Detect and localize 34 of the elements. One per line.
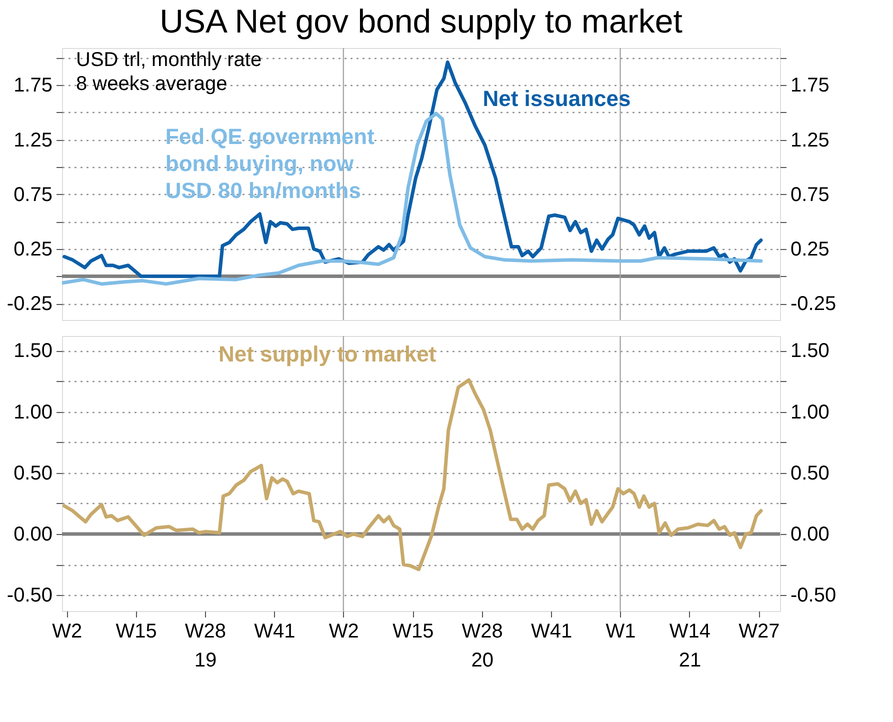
y2-tick-label: -0.50 — [790, 584, 836, 607]
y-tick-label: 1.50 — [14, 340, 52, 362]
chart-title: USA Net gov bond supply to market — [160, 2, 682, 40]
annotation: USD trl, monthly rate 8 weeks average — [76, 49, 262, 95]
x-tick-label: W2 — [52, 620, 82, 642]
x-tick-label: W14 21 — [669, 620, 711, 672]
y-tick-label: 0.25 — [14, 238, 52, 260]
x-tick-label: W28 20 — [462, 620, 503, 672]
x-tick-label: W15 — [116, 620, 157, 642]
x-tick-label: W15 — [392, 620, 434, 642]
y2-tick-label: -0.25 — [790, 293, 836, 316]
y-tick-label: -0.25 — [6, 293, 52, 316]
y2-tick-label: 1.75 — [790, 74, 830, 97]
y2-tick-label: 0.00 — [790, 524, 830, 546]
series-label: Net issuances — [482, 86, 631, 111]
x-tick-label: W28 19 — [184, 620, 226, 672]
y-tick-label: 1.00 — [14, 401, 52, 424]
x-tick-label: W41 — [254, 620, 296, 642]
y-tick-label: -0.50 — [6, 584, 52, 607]
x-tick-label: W27 — [738, 620, 780, 642]
y-tick-label: 0.50 — [14, 462, 52, 484]
y2-tick-label: 1.00 — [790, 401, 830, 424]
y-tick-label: 0.00 — [14, 524, 52, 546]
x-tick-label: W41 — [531, 620, 572, 642]
y2-tick-label: 1.50 — [790, 340, 830, 362]
y2-tick-label: 0.75 — [790, 184, 830, 206]
y2-tick-label: 0.50 — [790, 462, 830, 484]
y-tick-label: 1.25 — [14, 129, 52, 152]
y-tick-label: 1.75 — [14, 74, 52, 97]
y2-tick-label: 0.25 — [790, 238, 830, 260]
y2-tick-label: 1.25 — [790, 129, 830, 152]
x-tick-label: W2 — [328, 620, 359, 642]
x-tick-label: W1 — [606, 620, 636, 642]
y-tick-label: 0.75 — [14, 184, 52, 206]
